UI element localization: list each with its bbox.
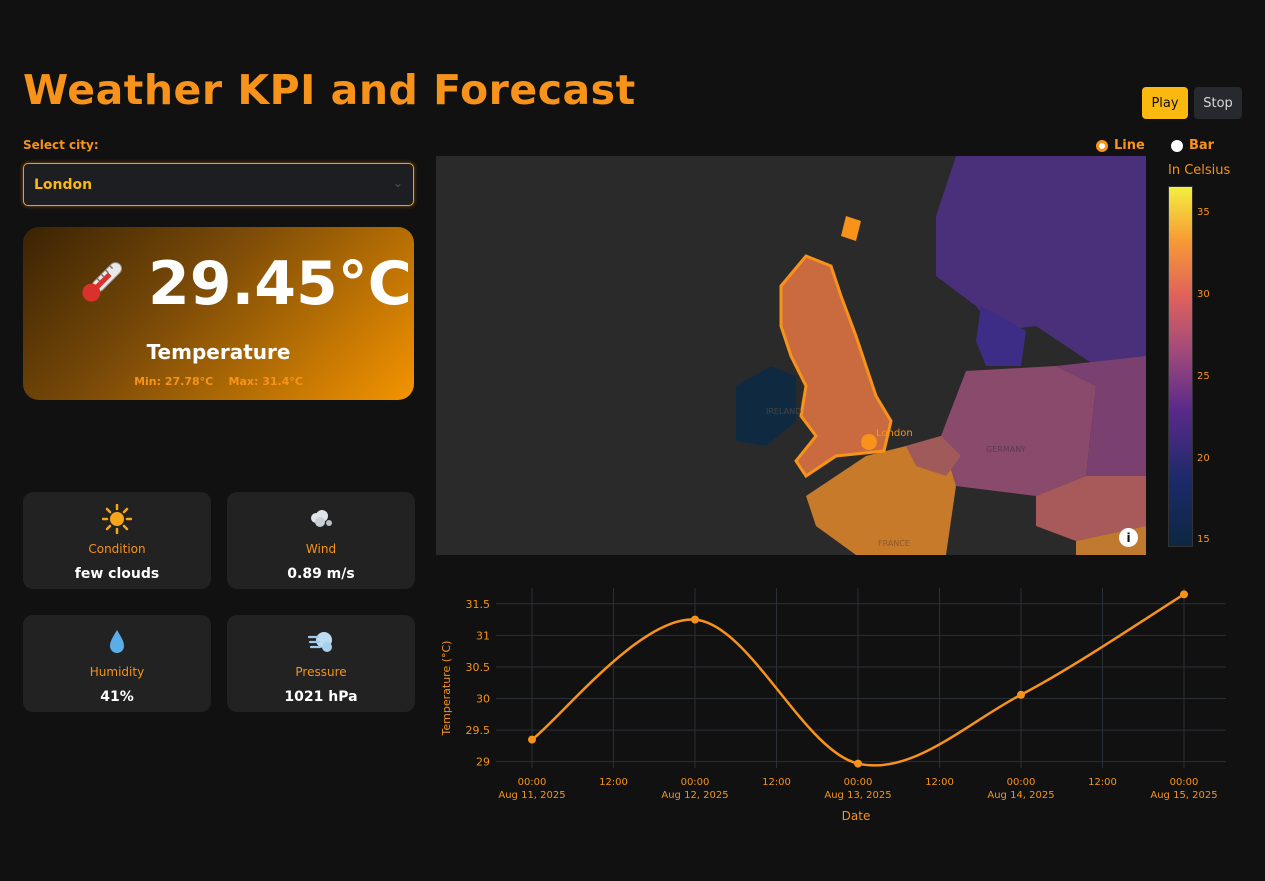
chart-data-point	[854, 759, 862, 768]
info-icon[interactable]: i	[1119, 528, 1138, 547]
colorbar	[1168, 186, 1193, 547]
colorbar-tick: 30	[1197, 289, 1210, 300]
chart-xtick-label: 00:00	[681, 777, 710, 788]
chart-ytick-label: 30.5	[466, 661, 491, 674]
london-marker[interactable]	[861, 434, 877, 450]
wind-card: Wind 0.89 m/s	[227, 492, 415, 589]
pressure-icon	[227, 627, 415, 655]
chart-xtick-label: 00:00	[1170, 777, 1199, 788]
pressure-card: Pressure 1021 hPa	[227, 615, 415, 712]
colorbar-tick: 25	[1197, 371, 1210, 382]
colorbar-tick: 35	[1197, 207, 1210, 218]
chart-data-point	[528, 735, 536, 744]
chart-xtick-label: 00:00	[844, 777, 873, 788]
map-label-ireland: IRELAND	[766, 407, 801, 416]
temperature-kpi-card: 29.45°C Temperature Min: 27.78°C Max: 31…	[23, 227, 414, 400]
radio-bar-label: Bar	[1189, 138, 1215, 153]
chart-xtick-label: 12:00	[1088, 777, 1117, 788]
sun-icon	[23, 504, 211, 534]
temperature-label: Temperature	[146, 340, 291, 364]
shetland-region	[841, 216, 861, 241]
city-select-value: London	[34, 176, 93, 193]
play-button[interactable]: Play	[1142, 87, 1188, 119]
colorbar-tick: 20	[1197, 453, 1210, 464]
humidity-value: 41%	[100, 689, 134, 705]
colorbar-title: In Celsius	[1168, 163, 1231, 178]
chart-xtick-label: 12:00	[925, 777, 954, 788]
chart-yaxis-label: Temperature (°C)	[440, 641, 453, 737]
chart-data-point	[1180, 590, 1188, 599]
chart-ytick-label: 29.5	[466, 724, 491, 737]
chart-ytick-label: 30	[476, 693, 490, 706]
temperature-value: 29.45°C	[148, 249, 412, 319]
radio-line[interactable]: Line	[1096, 138, 1145, 153]
pressure-value: 1021 hPa	[284, 689, 358, 705]
wind-value: 0.89 m/s	[287, 566, 355, 582]
map-label-france: FRANCE	[878, 539, 910, 548]
germany-region	[941, 366, 1096, 496]
radio-bar[interactable]: Bar	[1171, 138, 1214, 153]
chart-xtick-label: 00:00	[1007, 777, 1036, 788]
austria-region	[1036, 476, 1146, 541]
radio-unselected-icon	[1171, 139, 1183, 152]
thermometer-icon	[75, 255, 129, 313]
chart-xtick-date-label: Aug 14, 2025	[987, 790, 1054, 801]
colorbar-tick: 15	[1197, 534, 1210, 545]
condition-label: Condition	[88, 542, 146, 556]
city-select[interactable]: London ⌄	[23, 163, 414, 206]
condition-value: few clouds	[74, 566, 160, 582]
radio-line-label: Line	[1114, 138, 1145, 153]
chart-xtick-date-label: Aug 15, 2025	[1150, 790, 1217, 801]
humidity-card: Humidity 41%	[23, 615, 211, 712]
chart-xtick-label: 12:00	[762, 777, 791, 788]
wind-icon	[227, 504, 415, 532]
page-title: Weather KPI and Forecast	[23, 66, 636, 114]
temperature-line-chart[interactable]: 00:00 Aug 11, 2025 12:00 00:00 Aug 12, 2025 1…	[436, 580, 1236, 840]
chart-ytick-label: 29	[476, 756, 490, 769]
humidity-label: Humidity	[89, 665, 145, 679]
denmark-region	[976, 306, 1026, 366]
wind-label: Wind	[305, 542, 337, 556]
city-select-label: Select city:	[23, 138, 99, 152]
pressure-label: Pressure	[295, 665, 347, 679]
map-label-germany: GERMANY	[986, 445, 1026, 454]
chart-xtick-label: 00:00	[518, 777, 547, 788]
chart-ytick-label: 31.5	[466, 598, 491, 611]
chart-ytick-label: 31	[476, 629, 490, 642]
chart-data-point	[691, 615, 699, 624]
chart-xtick-label: 12:00	[599, 777, 628, 788]
ireland-region	[736, 366, 796, 446]
choropleth-map[interactable]: IRELAND GERMANY FRANCE London i	[436, 156, 1146, 555]
london-marker-label: London	[876, 428, 913, 439]
chart-xtick-date-label: Aug 13, 2025	[824, 790, 891, 801]
benelux-region	[906, 436, 961, 476]
chart-xtick-date-label: Aug 12, 2025	[661, 790, 728, 801]
chart-xaxis-label: Date	[842, 809, 871, 823]
uk-region	[779, 254, 893, 479]
chevron-down-icon: ⌄	[392, 176, 403, 190]
radio-selected-icon	[1096, 139, 1108, 152]
droplet-icon	[23, 627, 211, 655]
stop-button[interactable]: Stop	[1194, 87, 1242, 119]
condition-card: Condition few clouds	[23, 492, 211, 589]
poland-region	[1056, 356, 1146, 476]
chart-data-point	[1017, 690, 1025, 699]
temperature-min-max: Min: 27.78°C Max: 31.4°C	[134, 375, 303, 388]
chart-series-line	[531, 593, 1185, 767]
chart-xtick-date-label: Aug 11, 2025	[498, 790, 565, 801]
